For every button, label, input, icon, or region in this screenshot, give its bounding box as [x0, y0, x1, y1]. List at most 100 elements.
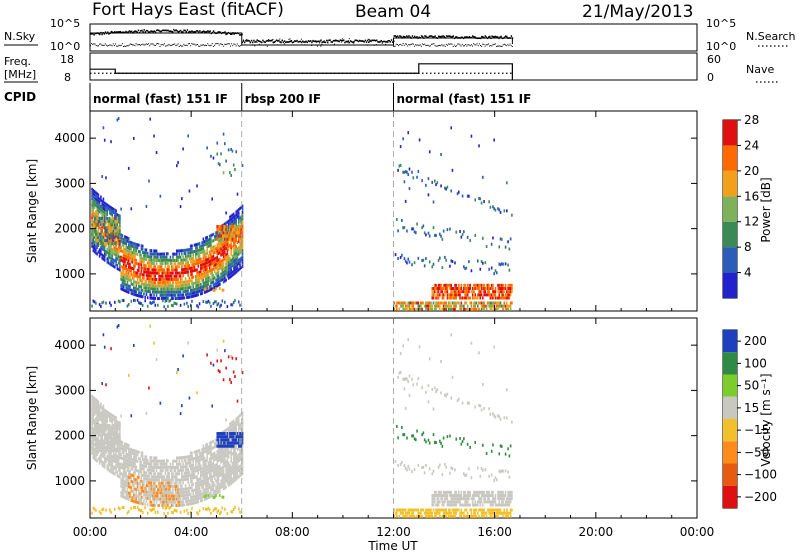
cpid-segment-label: normal (fast) 151 IF	[397, 92, 532, 106]
power-cell	[187, 274, 189, 277]
nsky-point	[244, 42, 245, 44]
power-cell	[170, 256, 172, 259]
velocity-cell	[176, 482, 178, 485]
velocity-cell	[138, 495, 140, 498]
power-cell	[492, 287, 494, 290]
velocity-cell	[146, 500, 148, 503]
power-cell	[176, 302, 178, 305]
power-cell	[137, 253, 139, 256]
colorbar-tick-label: 4	[744, 266, 752, 280]
velocity-cell	[154, 511, 156, 514]
power-cell	[423, 301, 425, 304]
nsky-point	[93, 34, 94, 36]
velocity-cell	[122, 441, 124, 444]
nsearch-point	[290, 38, 291, 39]
power-cell	[490, 206, 492, 209]
nsearch-point	[121, 45, 122, 46]
nsearch-point	[469, 45, 470, 46]
velocity-cell	[189, 490, 191, 493]
power-cell	[511, 284, 513, 287]
nsky-point	[325, 42, 326, 44]
nsearch-point	[91, 43, 92, 44]
nsearch-point	[405, 43, 406, 44]
power-cell	[228, 148, 230, 151]
nsearch-point	[341, 42, 342, 43]
velocity-cell	[146, 456, 148, 459]
power-cell	[209, 301, 211, 304]
nsearch-point	[212, 43, 213, 44]
power-cell	[223, 261, 225, 264]
velocity-cell	[141, 470, 143, 473]
velocity-cell	[151, 472, 153, 475]
power-cell	[238, 235, 240, 238]
nsearch-point	[399, 44, 400, 45]
velocity-cell	[142, 455, 144, 458]
power-cell	[192, 285, 194, 288]
nsearch-point	[122, 43, 123, 44]
power-cell	[420, 305, 422, 308]
nsearch-point	[455, 46, 456, 47]
power-cell	[127, 281, 129, 284]
nsearch-point	[227, 44, 228, 45]
power-cell	[498, 293, 500, 296]
power-cell	[172, 284, 174, 287]
velocity-cell	[137, 460, 139, 463]
power-cell	[104, 220, 106, 223]
power-cell	[129, 285, 131, 288]
power-cell	[153, 300, 155, 303]
nsky-point	[412, 35, 413, 37]
nsearch-point	[461, 46, 462, 47]
power-cell	[406, 308, 408, 311]
power-cell	[148, 180, 150, 183]
velocity-cell	[172, 472, 174, 475]
power-cell	[119, 269, 121, 272]
power-cell	[235, 231, 237, 234]
velocity-cell	[137, 485, 139, 488]
date-title: 21/May/2013	[582, 2, 694, 22]
power-cell	[467, 293, 469, 296]
velocity-cell	[200, 477, 202, 480]
power-cell	[167, 262, 169, 265]
nsearch-point	[90, 45, 91, 46]
nsearch-point	[254, 45, 255, 46]
nsearch-point	[238, 45, 239, 46]
nsearch-point	[424, 44, 425, 45]
power-cell	[142, 289, 144, 292]
nsearch-point	[154, 45, 155, 46]
nsearch-point	[348, 42, 349, 43]
power-cell	[105, 176, 107, 179]
nsearch-point	[438, 45, 439, 46]
colorbar-cell	[723, 222, 737, 247]
colorbar-tick-label: 16	[744, 189, 759, 203]
power-cell	[128, 303, 130, 306]
power-cell	[129, 276, 131, 279]
power-cell	[108, 236, 110, 239]
power-cell	[137, 246, 139, 249]
nsearch-point	[316, 42, 317, 43]
velocity-cell	[105, 383, 107, 386]
power-cell	[118, 117, 120, 120]
power-cell	[401, 254, 403, 257]
power-cell	[204, 250, 206, 253]
nsearch-point	[458, 43, 459, 44]
nsearch-point	[416, 45, 417, 46]
velocity-cell	[103, 405, 105, 408]
nsearch-point	[404, 45, 405, 46]
velocity-cell	[134, 462, 136, 465]
velocity-cell	[209, 508, 211, 511]
power-cell	[447, 228, 449, 231]
power-cell	[208, 283, 210, 286]
nsky-point	[422, 36, 423, 38]
nsearch-point	[126, 45, 127, 46]
velocity-cell	[190, 461, 192, 464]
power-cell	[492, 236, 494, 239]
power-cell	[483, 308, 485, 311]
power-cell	[91, 223, 93, 226]
velocity-cell	[130, 414, 132, 417]
nsearch-point	[123, 46, 124, 47]
velocity-cell	[137, 453, 139, 456]
power-cell	[101, 220, 103, 223]
nsearch-point	[231, 43, 232, 44]
nsearch-point	[136, 43, 137, 44]
nsearch-point	[134, 45, 135, 46]
